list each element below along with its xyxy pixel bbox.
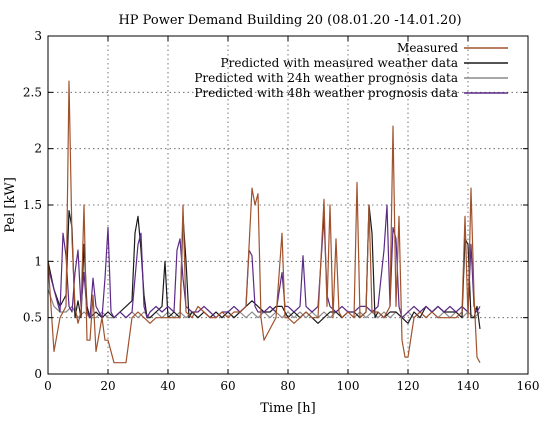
legend-label: Predicted with 48h weather prognosis dat… (194, 86, 458, 100)
x-tick-label: 40 (160, 379, 175, 393)
y-axis-label: Pel [kW] (3, 177, 18, 233)
x-tick-label: 20 (100, 379, 115, 393)
x-tick-label: 0 (44, 379, 52, 393)
series-line-4 (47, 204, 481, 319)
tick-labels: 0 20 40 60 80 100 120 140 160 0 0.5 1 1.5 2 2.5 3 (23, 29, 540, 393)
legend-label: Measured (397, 41, 458, 55)
x-tick-label: 160 (517, 379, 540, 393)
x-tick-label: 120 (397, 379, 420, 393)
y-tick-label: 1 (34, 254, 42, 268)
chart-title: HP Power Demand Building 20 (08.01.20 -1… (118, 13, 461, 28)
series-line-2 (47, 204, 481, 329)
y-tick-label: 0.5 (23, 311, 42, 325)
y-tick-label: 0 (34, 367, 42, 381)
y-tick-label: 3 (34, 29, 42, 43)
x-tick-label: 80 (280, 379, 295, 393)
x-tick-label: 140 (457, 379, 480, 393)
x-tick-label: 100 (337, 379, 360, 393)
series-lines (47, 80, 481, 364)
x-tick-label: 60 (220, 379, 235, 393)
legend-label: Predicted with measured weather data (221, 56, 458, 70)
axis-ticks (47, 35, 529, 375)
legend-label: Predicted with 24h weather prognosis dat… (194, 71, 458, 85)
x-axis-label: Time [h] (260, 401, 316, 416)
y-tick-label: 2.5 (23, 85, 42, 99)
series-line-1 (47, 80, 481, 364)
y-tick-label: 1.5 (23, 198, 42, 212)
y-tick-label: 2 (34, 142, 42, 156)
